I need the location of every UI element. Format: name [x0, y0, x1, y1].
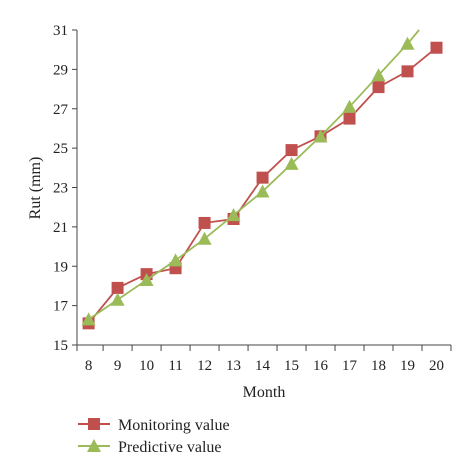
x-tick-label: 20	[429, 358, 444, 374]
y-tick-label: 19	[53, 259, 68, 275]
x-axis-ticks: 8 9 10 11 12 13 14 15 16 17 18 19 20	[76, 345, 452, 374]
x-tick-label: 15	[284, 358, 299, 374]
y-tick-label: 27	[53, 102, 69, 118]
legend-item-predictive: Predictive value	[78, 439, 222, 456]
legend-marker-monitoring	[88, 418, 100, 430]
x-tick-label: 12	[197, 358, 212, 374]
y-tick-label: 17	[53, 299, 69, 315]
legend-marker-predictive	[87, 439, 101, 452]
data-point	[430, 41, 443, 54]
y-axis-ticks: 15 17 19 21 23 25 27 29 31	[53, 23, 77, 354]
series-layer	[81, 29, 443, 330]
y-tick-label: 25	[53, 141, 68, 157]
x-tick-label: 8	[85, 358, 93, 374]
series-predictive	[81, 29, 420, 326]
data-point	[342, 99, 357, 113]
y-tick-label: 29	[53, 62, 68, 78]
x-tick-label: 11	[168, 358, 182, 374]
x-tick-label: 17	[342, 358, 358, 374]
x-tick-label: 10	[139, 358, 154, 374]
legend: Monitoring value Predictive value	[78, 417, 230, 456]
x-tick-label: 13	[226, 358, 241, 374]
series-line	[88, 29, 420, 321]
y-tick-label: 23	[53, 181, 68, 197]
data-point	[255, 184, 270, 198]
data-point	[197, 231, 212, 245]
y-tick-label: 15	[53, 338, 68, 354]
y-tick-label: 21	[53, 220, 68, 236]
legend-item-monitoring: Monitoring value	[78, 417, 230, 434]
data-point	[401, 65, 414, 78]
data-point	[198, 216, 211, 229]
data-point	[285, 144, 298, 157]
x-tick-label: 14	[255, 358, 271, 374]
data-point	[81, 312, 96, 326]
data-point	[111, 281, 124, 294]
x-tick-label: 19	[400, 358, 415, 374]
legend-label-monitoring: Monitoring value	[118, 417, 230, 434]
x-tick-label: 9	[114, 358, 122, 374]
data-point	[168, 253, 183, 267]
data-point	[226, 208, 241, 222]
x-axis-title: Month	[243, 384, 286, 401]
x-tick-label: 16	[313, 358, 329, 374]
data-point	[284, 156, 299, 170]
y-axis-title: Rut (mm)	[27, 157, 44, 220]
data-point	[343, 112, 356, 125]
data-point	[400, 36, 415, 50]
data-point	[256, 171, 269, 184]
x-tick-label: 18	[371, 358, 386, 374]
data-point	[371, 68, 386, 82]
legend-label-predictive: Predictive value	[118, 439, 222, 456]
data-point	[110, 292, 125, 306]
data-point	[139, 273, 154, 287]
data-point	[372, 81, 385, 94]
data-point	[313, 129, 328, 143]
y-tick-label: 31	[53, 23, 68, 39]
